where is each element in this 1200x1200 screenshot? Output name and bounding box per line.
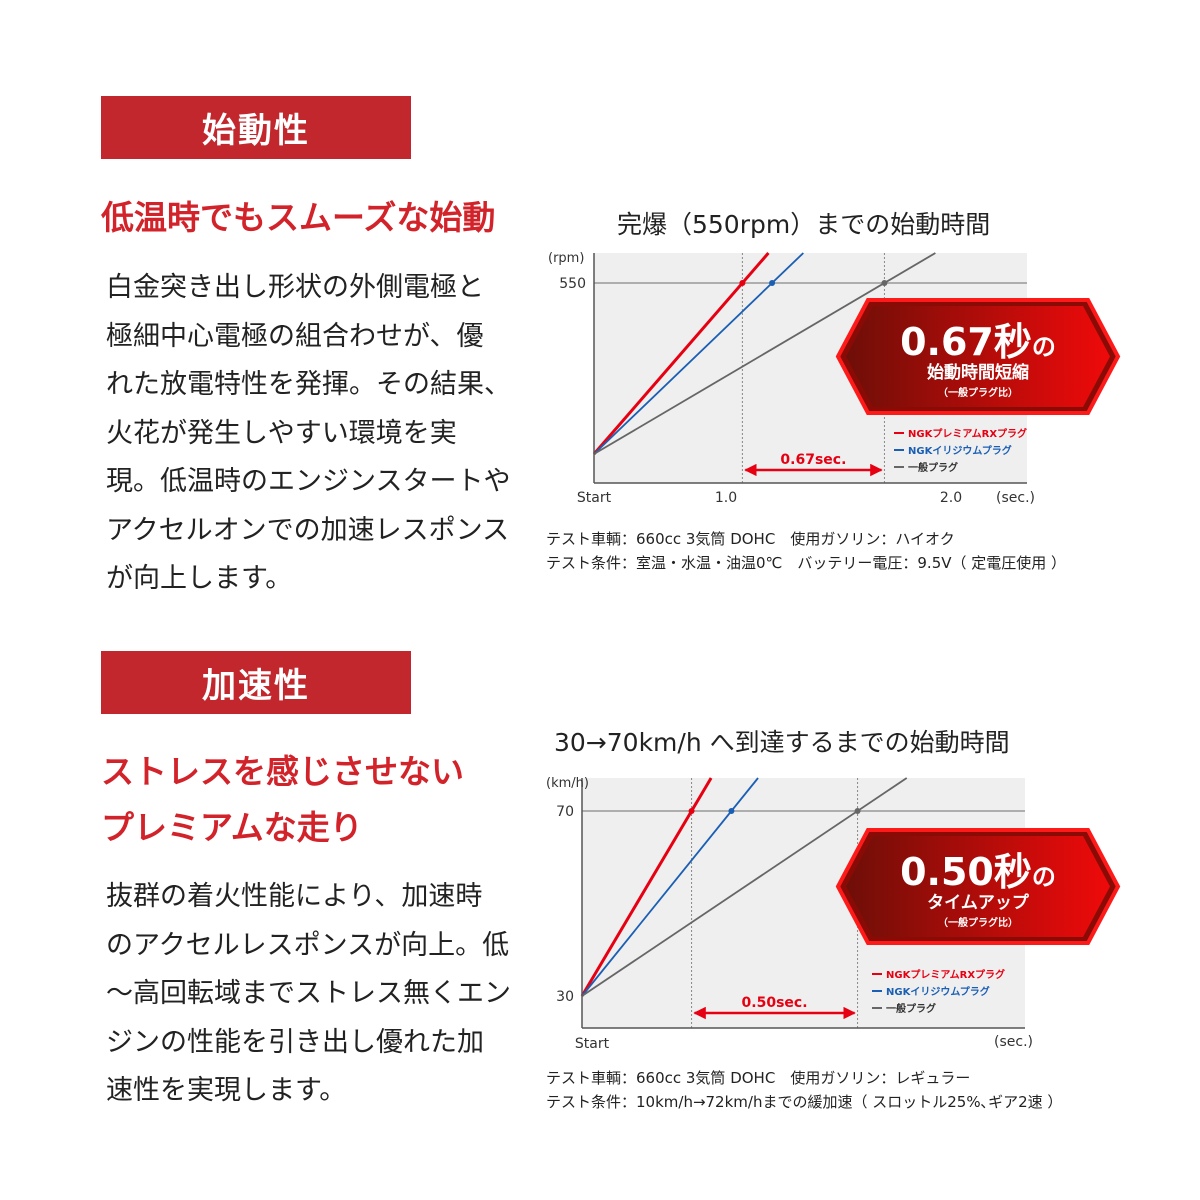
chart2-difference-label: 0.50sec. xyxy=(742,995,808,1011)
chart2-series-line xyxy=(580,777,713,997)
chart2-x-unit: (sec.) xyxy=(994,1034,1033,1050)
chart1-series-line xyxy=(592,252,770,455)
chart1-point xyxy=(881,280,888,286)
chart1-point xyxy=(739,280,746,286)
chart1-point xyxy=(769,280,776,286)
chart1-badge-line2: 始動時間短縮 xyxy=(927,362,1029,383)
section-subtitle-startability: 低温時でもスムーズな始動 xyxy=(101,198,496,237)
chart1-legend-label: 一般プラグ xyxy=(908,461,958,474)
chart2-y-unit: (km/h) xyxy=(546,776,589,791)
section-body-startability: 白金突き出し形状の外側電極と 極細中心電極の組合わせが、優 れた放電特性を発揮。… xyxy=(106,272,511,594)
chart2-legend-label: NGKプレミアムRXプラグ xyxy=(886,968,1005,981)
chart2-badge-line2: タイムアップ xyxy=(927,892,1030,913)
section-subtitle-acceleration: ストレスを感じさせない プレミアムな走り xyxy=(101,752,464,847)
chart1-legend-label: NGKイリジウムプラグ xyxy=(908,444,1012,457)
chart1-legend-label: NGKプレミアムRXプラグ xyxy=(908,427,1027,440)
chart1-y-unit: (rpm) xyxy=(548,251,584,266)
chart2-point xyxy=(728,808,735,814)
chart2-series-line xyxy=(581,777,908,997)
chart2-notes: テスト車輌：660cc 3気筒 DOHC 使用ガソリン：レギュラー テスト条件：… xyxy=(546,1069,1063,1111)
chart2-badge-value: 0.50秒 xyxy=(900,850,1032,894)
section-header-startability: 始動性 xyxy=(101,96,411,159)
chart2-badge-suffix: の xyxy=(1032,863,1056,891)
chart1-badge-line3: （一般プラグ比） xyxy=(938,386,1018,399)
section-body-acceleration: 抜群の着火性能により、加速時 のアクセルレスポンスが向上。低 〜高回転域までスト… xyxy=(106,881,511,1106)
chart2-series-line xyxy=(581,777,759,997)
chart1-x-unit: (sec.) xyxy=(996,490,1035,506)
chart1-y-tick: 550 xyxy=(559,276,586,292)
chart2-x-tick: Start xyxy=(575,1036,610,1052)
chart1-x-tick: Start xyxy=(577,490,612,506)
chart2-point xyxy=(688,808,695,814)
chart2-legend-label: 一般プラグ xyxy=(886,1002,936,1015)
chart2-badge-line3: （一般プラグ比） xyxy=(938,916,1018,929)
chart1-difference-label: 0.67sec. xyxy=(780,452,846,468)
chart2-point xyxy=(854,808,861,814)
chart2-title: 30→70km/h へ到達するまでの始動時間 xyxy=(554,728,1010,757)
section-header-acceleration: 加速性 xyxy=(101,651,411,714)
chart1-x-tick: 1.0 xyxy=(715,490,737,506)
chart2-badge-inner xyxy=(846,836,1110,937)
chart1-badge-headline: 0.67秒の xyxy=(900,320,1056,364)
chart1-badge-suffix: の xyxy=(1032,333,1056,361)
chart2-y-tick: 30 xyxy=(556,989,574,1005)
chart1-badge-value: 0.67秒 xyxy=(900,320,1032,364)
chart2-legend-label: NGKイリジウムプラグ xyxy=(886,985,990,998)
chart1-series-line xyxy=(593,252,936,455)
chart1-notes: テスト車輌：660cc 3気筒 DOHC 使用ガソリン：ハイオク テスト条件：室… xyxy=(546,530,1067,572)
chart1-series-line xyxy=(593,252,804,455)
chart2-y-tick: 70 xyxy=(556,804,574,820)
chart2-badge-headline: 0.50秒の xyxy=(900,850,1056,894)
chart1-badge-inner xyxy=(846,306,1110,407)
chart1-title: 完爆（550rpm）までの始動時間 xyxy=(617,210,991,239)
chart1-x-tick: 2.0 xyxy=(940,490,962,506)
